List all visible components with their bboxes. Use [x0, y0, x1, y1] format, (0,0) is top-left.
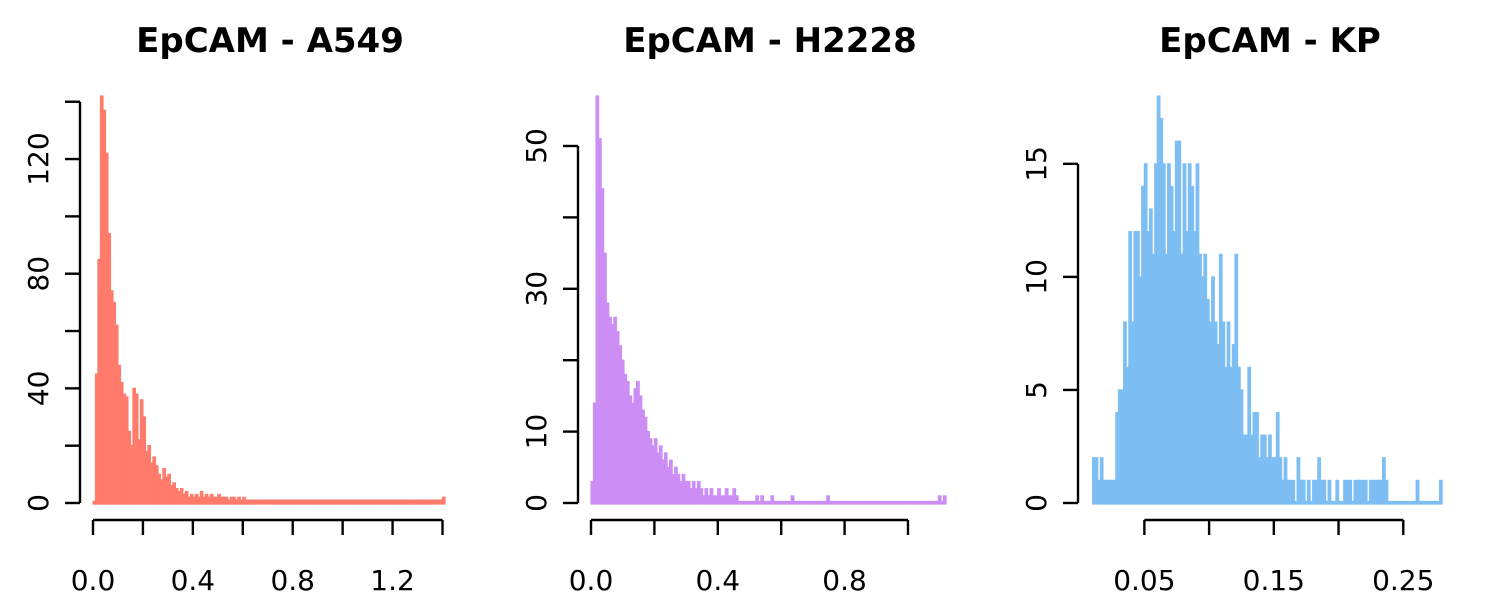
y-tick-label: 0: [520, 494, 553, 512]
histogram-bar: [760, 495, 765, 505]
histogram-bar: [826, 495, 830, 505]
histogram-bar: [1348, 479, 1353, 505]
x-tick-label: 0.0: [569, 564, 614, 597]
x-tick-label: 0.0: [71, 564, 116, 597]
histogram-panel-h2228: EpCAM - H2228 0 10 30 50 0.0 0.4 0.8: [520, 21, 947, 597]
x-axis: 0.0 0.4 0.8 1.2: [71, 518, 444, 597]
histogram-bars: [590, 95, 947, 505]
histogram-bar: [1384, 479, 1389, 505]
x-tick-label: 0.05: [1113, 564, 1175, 597]
y-tick-label: 50: [520, 128, 553, 164]
y-tick-label: 10: [1020, 259, 1053, 295]
y-axis: 0 5 10 15: [1020, 146, 1080, 512]
histogram-bar: [942, 495, 947, 505]
x-tick-label: 0.8: [270, 564, 315, 597]
x-axis: 0.05 0.15 0.25: [1113, 518, 1434, 597]
histogram-bars: [1091, 95, 1443, 505]
x-tick-label: 0.4: [696, 564, 741, 597]
x-axis: 0.0 0.4 0.8: [569, 518, 910, 597]
x-tick-label: 0.15: [1243, 564, 1305, 597]
x-tick-label: 0.25: [1372, 564, 1434, 597]
panel-title: EpCAM - KP: [1159, 21, 1381, 61]
y-tick-label: 0: [22, 494, 55, 512]
panel-title: EpCAM - A549: [136, 21, 404, 61]
histogram-panel-kp: EpCAM - KP 0 5 10 15 0.05 0.15 0.25: [1020, 21, 1443, 597]
x-tick-label: 1.2: [370, 564, 415, 597]
x-tick-label: 0.8: [822, 564, 867, 597]
y-axis: 0 40 80 120: [22, 100, 82, 512]
histogram-bar: [1335, 479, 1340, 505]
histogram-bar: [441, 496, 446, 505]
y-tick-label: 15: [1020, 146, 1053, 182]
y-axis: 0 10 30 50: [520, 128, 580, 512]
histogram-bar: [1415, 479, 1420, 505]
histogram-bar: [1306, 479, 1311, 505]
histogram-bar: [770, 495, 775, 505]
histogram-bar: [1363, 479, 1368, 505]
histogram-bar: [1301, 479, 1306, 505]
histogram-bar: [790, 495, 795, 505]
y-tick-label: 40: [22, 371, 55, 407]
histogram-bars: [92, 95, 446, 505]
histogram-bar: [1327, 479, 1332, 505]
x-tick-label: 0.4: [171, 564, 216, 597]
panel-title: EpCAM - H2228: [623, 21, 917, 61]
histogram-bar: [755, 495, 759, 505]
histogram-panel-a549: EpCAM - A549 0 40 80 120 0.0 0.4 0.8 1.2: [22, 21, 446, 597]
y-tick-label: 120: [22, 132, 55, 185]
y-tick-label: 80: [22, 256, 55, 292]
histogram-bar: [1322, 479, 1327, 505]
y-tick-label: 0: [1020, 494, 1053, 512]
y-tick-label: 30: [520, 271, 553, 307]
histogram-bar: [1291, 479, 1296, 505]
histogram-bar: [734, 495, 739, 505]
y-tick-label: 10: [520, 414, 553, 450]
y-tick-label: 5: [1020, 381, 1053, 399]
histogram-bar: [937, 495, 942, 505]
histogram-bar: [1438, 479, 1443, 505]
